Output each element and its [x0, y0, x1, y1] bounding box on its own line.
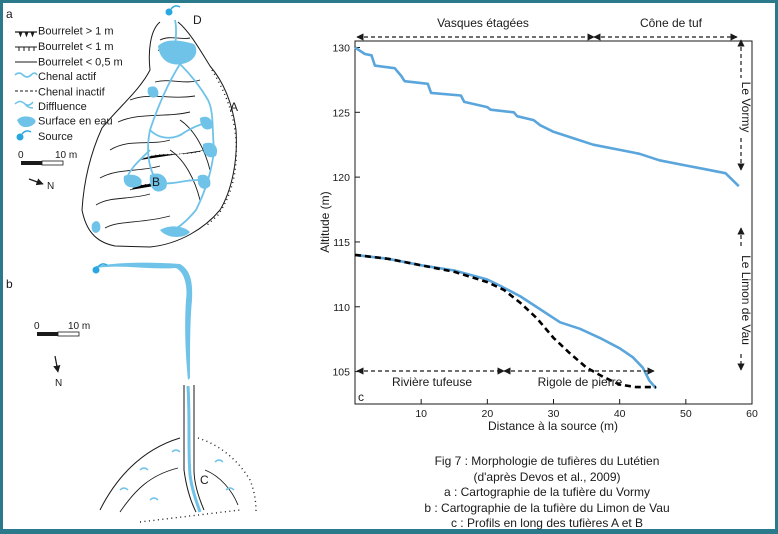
- north-a-label: N: [47, 181, 54, 192]
- zone-label-cone: Cône de tuf: [640, 16, 703, 30]
- legend-label-3: Chenal actif: [38, 71, 97, 83]
- y-axis-title: Altitude (m): [318, 191, 332, 252]
- legend-symbol-diffluence: [14, 100, 34, 109]
- legend-label-2: Bourrelet < 0,5 m: [38, 57, 123, 69]
- north-arrow-a: N: [28, 178, 54, 192]
- zone-label-rigole: Rigole de pierre: [538, 375, 623, 389]
- vormy-map: D A B: [81, 5, 238, 248]
- scale-b-zero: 0: [34, 321, 40, 332]
- scale-a-zero: 0: [18, 150, 24, 161]
- legend-symbol-surface-eau: [17, 116, 36, 128]
- x-tick-label: 50: [680, 408, 692, 420]
- map-a-label-a: A: [230, 100, 238, 114]
- x-axis-title: Distance à la source (m): [488, 419, 618, 433]
- north-b-label: N: [55, 378, 62, 389]
- north-arrow-b: N: [53, 355, 62, 389]
- legend-label-1: Bourrelet < 1 m: [38, 41, 114, 53]
- y-tick-label: 110: [333, 302, 350, 314]
- caption-line-1: (d'après Devos et al., 2009): [473, 469, 621, 484]
- legend-symbol-bourrelet-lt1: [15, 46, 37, 51]
- y-tick-label: 115: [333, 237, 350, 249]
- y-tick-label: 125: [332, 107, 350, 119]
- legend-label-5: Diffluence: [38, 101, 87, 113]
- legend-label-6: Surface en eau: [38, 116, 113, 128]
- scale-bar-b: 0 10 m: [34, 321, 90, 337]
- scale-b-label: 10 m: [68, 321, 90, 332]
- scale-bar-a: 0 10 m: [18, 150, 77, 166]
- x-tick-label: 40: [614, 408, 626, 420]
- y-tick-label: 105: [332, 367, 350, 379]
- legend: Bourrelet > 1 m Bourrelet < 1 m Bourrele…: [14, 26, 123, 143]
- y-tick-label: 130: [332, 42, 350, 54]
- map-a-label-d: D: [193, 13, 202, 27]
- panel-a-label: a: [6, 7, 13, 21]
- profile-chart: 105 110 115 120 125 130 10 20 30 40 50 60 Distance…: [318, 16, 758, 433]
- right-label-vormy: Le Vormy: [739, 82, 753, 133]
- plot-frame: [354, 40, 753, 405]
- caption-line-4: c : Profils en long des tufières A et B: [450, 516, 644, 530]
- y-tick-label: 120: [332, 172, 350, 184]
- series-line-0: [354, 46, 740, 188]
- right-label-limon: Le Limon de Vau: [739, 255, 753, 345]
- y-axis: 105 110 115 120 125 130: [332, 42, 360, 379]
- figure-canvas: a Bourrelet > 1 m Bourrelet < 1 m Bourre…: [6, 5, 758, 523]
- panel-c-label: c: [358, 390, 364, 404]
- x-tick-label: 20: [481, 408, 493, 420]
- zone-label-riviere: Rivière tufeuse: [392, 375, 472, 389]
- x-tick-label: 30: [548, 408, 560, 420]
- caption-line-3: b : Cartographie de la tufière du Limon …: [424, 500, 670, 515]
- legend-label-0: Bourrelet > 1 m: [38, 26, 114, 38]
- legend-label-7: Source: [38, 131, 73, 143]
- map-b-label-c: C: [200, 473, 209, 487]
- caption-line-0: Fig 7 : Morphologie de tufières du Lutét…: [434, 454, 660, 468]
- panel-b-label: b: [6, 277, 13, 291]
- figure-sheet: a Bourrelet > 1 m Bourrelet < 1 m Bourre…: [3, 3, 775, 532]
- legend-symbol-chenal-actif: [14, 72, 38, 78]
- legend-symbol-bourrelet-gt1: [15, 31, 37, 38]
- x-axis: 10 20 30 40 50 60: [415, 399, 758, 420]
- map-a-label-b: B: [152, 175, 160, 189]
- scale-a-label: 10 m: [55, 150, 77, 161]
- limon-map: C: [92, 262, 257, 523]
- series-line-2: [354, 253, 657, 389]
- figure-caption: Fig 7 : Morphologie de tufières du Lutét…: [389, 454, 705, 532]
- legend-symbol-source: [16, 130, 32, 141]
- zone-label-vasques: Vasques étagées: [437, 16, 529, 30]
- legend-label-4: Chenal inactif: [38, 87, 106, 99]
- x-tick-label: 60: [746, 408, 758, 420]
- series-line-1: [354, 253, 658, 390]
- caption-line-2: a : Cartographie de la tufière du Vormy: [443, 485, 651, 499]
- series-group: [354, 46, 740, 390]
- x-tick-label: 10: [415, 408, 427, 420]
